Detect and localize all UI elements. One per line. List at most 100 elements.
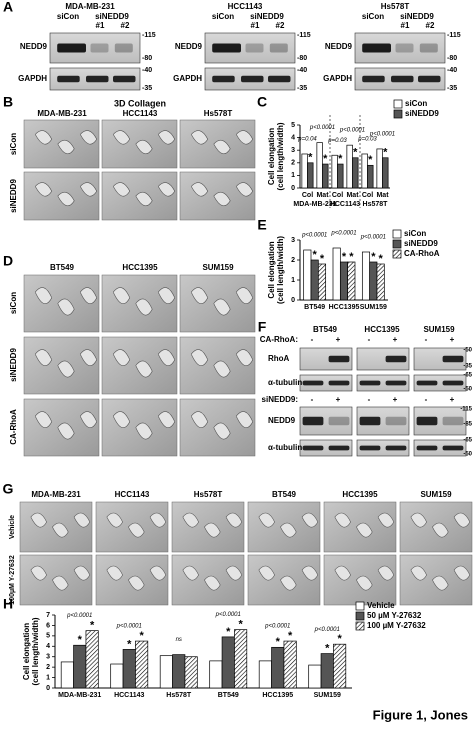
blot-band <box>442 445 464 451</box>
blot <box>356 374 410 392</box>
row-label: CA-RhoA: <box>260 335 298 344</box>
significance-star: * <box>379 253 384 265</box>
blot <box>413 439 467 457</box>
blot <box>299 439 353 457</box>
blot-band <box>442 416 464 426</box>
bar <box>376 263 385 301</box>
y-tick-label: 5 <box>291 122 295 129</box>
cell-shape <box>34 349 53 366</box>
significance-star: * <box>226 626 231 638</box>
blot-band <box>385 416 407 426</box>
cell-shape <box>57 298 75 316</box>
cell-shape <box>190 287 209 304</box>
cell-shape <box>190 349 209 366</box>
row-label: 100µM Y-27632 <box>9 555 16 605</box>
mw-marker: -65 <box>463 438 472 444</box>
cell-shape <box>213 139 231 155</box>
cell-shape <box>149 565 167 581</box>
cell-shape <box>190 182 209 197</box>
blot-band <box>391 75 414 83</box>
legend-swatch <box>393 109 403 119</box>
bar <box>303 249 312 301</box>
cell-shape <box>213 422 231 440</box>
mw-marker: -40 <box>297 67 307 74</box>
cell-shape <box>128 522 145 538</box>
column-label: BT549 <box>50 263 75 272</box>
bar <box>333 643 347 689</box>
cell-shape <box>57 191 75 207</box>
bar <box>320 653 334 689</box>
blot-band <box>212 75 235 83</box>
cell-shape <box>204 575 221 591</box>
blot-band <box>302 445 324 451</box>
cell-shape <box>213 360 231 378</box>
blot-band <box>362 43 391 53</box>
protein-label: NEDD9 <box>268 416 296 425</box>
panel-letter: F <box>258 319 267 335</box>
blot-band <box>269 43 288 53</box>
panel-letter: E <box>257 217 266 233</box>
lane-sign: + <box>393 335 398 344</box>
bar <box>110 663 124 689</box>
bar <box>301 153 308 189</box>
blot-band <box>57 43 86 53</box>
column-label: HCC1143 <box>123 109 158 118</box>
bar <box>346 144 353 189</box>
blot-band <box>114 43 133 53</box>
cell-line: MDA-MB-231 <box>65 2 115 11</box>
p-value: p=0.03 <box>327 138 347 144</box>
blot <box>356 439 410 457</box>
p-value: p<0.0001 <box>339 128 365 134</box>
bar <box>339 261 349 301</box>
cell-shape <box>213 191 231 207</box>
cell-shape <box>30 565 47 581</box>
p-value: p<0.0001 <box>314 627 340 633</box>
bar <box>376 148 383 189</box>
lane-label: siCon <box>362 12 384 21</box>
significance-star: * <box>353 147 358 159</box>
cell-shape <box>190 130 209 145</box>
blot-band <box>328 445 350 451</box>
lane-sign: - <box>368 395 371 404</box>
mw-marker: -50 <box>463 387 472 393</box>
lane-label: #1 <box>401 21 410 30</box>
legend-swatch <box>355 621 365 631</box>
legend-label: siNEDD9 <box>405 109 439 118</box>
cell-shape <box>182 565 199 581</box>
y-axis-label: (cell length/width) <box>31 617 40 685</box>
cell-shape <box>410 565 427 581</box>
lane-label: siNEDD9 <box>95 12 129 21</box>
y-axis-label: Cell elongation <box>22 623 31 680</box>
cell-shape <box>73 512 91 528</box>
y-tick-label: 4 <box>291 134 295 141</box>
y-tick-label: 1 <box>291 172 295 179</box>
bar <box>271 646 285 689</box>
protein-label: NEDD9 <box>325 42 353 51</box>
protein-label: NEDD9 <box>175 42 203 51</box>
group-label: MDA-MB-231 <box>293 201 336 208</box>
x-tick-label: Mat <box>316 192 329 199</box>
cell-shape <box>135 139 153 155</box>
mw-marker: -65 <box>463 373 472 379</box>
bar <box>85 630 99 689</box>
p-value: p=0.04 <box>297 137 317 143</box>
cell-shape <box>57 422 75 440</box>
x-tick-label: Mat <box>376 192 389 199</box>
blot-band <box>362 75 385 83</box>
cell-shape <box>225 512 243 528</box>
cell-shape <box>432 575 449 591</box>
cell-shape <box>280 575 297 591</box>
y-tick-label: 2 <box>291 160 295 167</box>
y-tick-label: 0 <box>291 297 295 304</box>
cell-shape <box>157 182 176 197</box>
p-value: p<0.0001 <box>116 624 142 630</box>
legend-swatch <box>392 239 402 249</box>
blot-band <box>442 380 464 386</box>
x-tick-label: MDA-MB-231 <box>58 692 101 699</box>
blot-band <box>442 355 464 363</box>
blot-band <box>385 355 407 363</box>
significance-star: * <box>139 630 144 642</box>
cell-shape <box>57 139 75 155</box>
cell-shape <box>79 130 98 145</box>
